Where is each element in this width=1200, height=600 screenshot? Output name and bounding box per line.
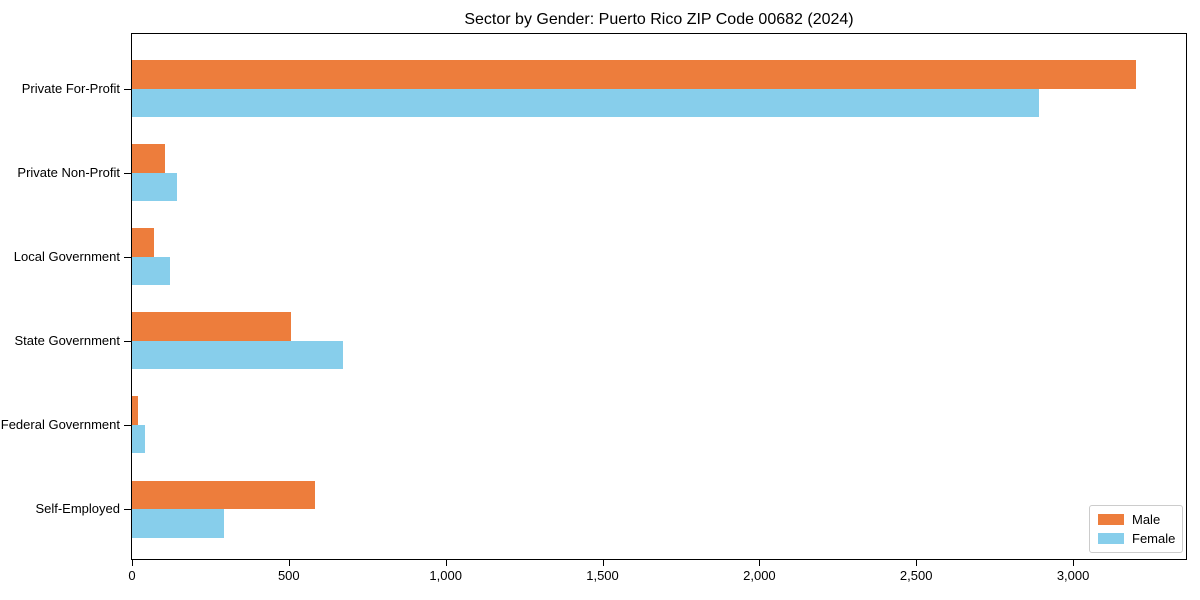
x-tick-mark <box>288 560 290 566</box>
y-tick-mark <box>124 172 131 174</box>
y-axis-label-self-employed: Self-Employed <box>35 501 120 516</box>
y-axis-label-private-non-profit: Private Non-Profit <box>17 164 120 180</box>
x-tick-label: 500 <box>277 568 300 583</box>
y-axis-label-private-for-profit: Private For-Profit <box>21 80 120 96</box>
legend: Male Female <box>1089 505 1183 553</box>
chart-title: Sector by Gender: Puerto Rico ZIP Code 0… <box>464 11 854 28</box>
y-tick-mark <box>124 424 131 426</box>
legend-swatch-male <box>1098 514 1124 525</box>
y-tick-mark <box>124 340 131 342</box>
x-tick-label: 2,000 <box>743 568 776 583</box>
x-tick-label: 1,000 <box>429 568 462 583</box>
x-tick-label: 0 <box>128 568 136 583</box>
x-tick-mark <box>602 560 604 566</box>
legend-label-female: Female <box>1132 531 1176 546</box>
legend-swatch-female <box>1098 533 1124 544</box>
y-tick-mark <box>124 509 131 510</box>
x-tick-mark <box>132 560 133 566</box>
y-axis-label-federal-government: Federal Government <box>0 416 120 432</box>
x-tick-label: 2,500 <box>899 568 933 583</box>
x-tick-mark <box>759 560 761 566</box>
x-tick-mark <box>1073 560 1075 566</box>
y-tick-mark <box>124 256 131 258</box>
legend-entry-female: Female <box>1098 531 1176 546</box>
x-tick-mark <box>445 560 447 566</box>
x-tick-mark <box>916 560 918 566</box>
x-tick-label: 1,500 <box>586 568 619 583</box>
legend-label-male: Male <box>1132 512 1161 527</box>
y-tick-mark <box>124 88 131 90</box>
x-tick-label: 3,000 <box>1056 568 1090 583</box>
plot-area <box>131 33 1187 560</box>
legend-entry-male: Male <box>1098 513 1174 526</box>
y-axis-label-local-government: Local Government <box>13 248 120 264</box>
y-axis-label-state-government: State Government <box>14 332 121 348</box>
